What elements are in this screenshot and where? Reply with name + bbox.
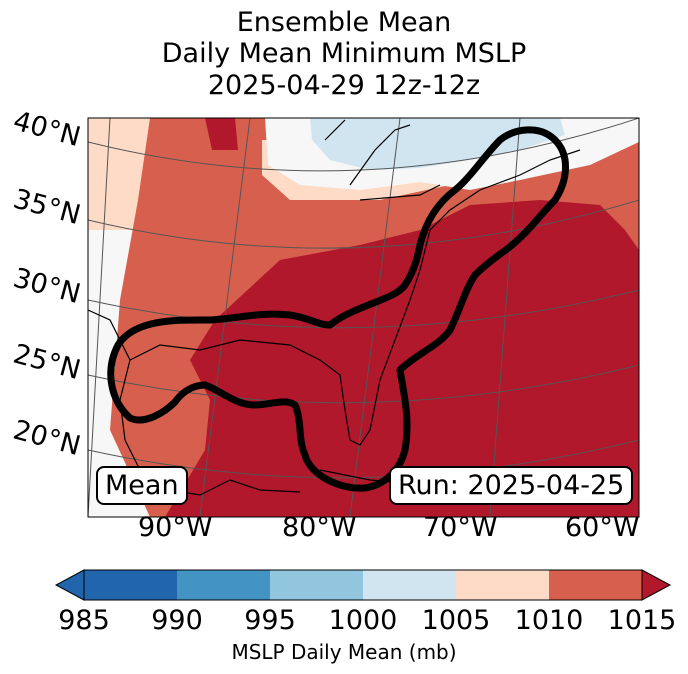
- colorbar-under-extend: [54, 569, 85, 601]
- map-border: [87, 117, 640, 518]
- title-line-1: Ensemble Mean: [236, 7, 452, 38]
- colorbar-985-990: [84, 570, 177, 600]
- colorbar-990-995: [177, 570, 270, 600]
- colorbar-1005-1010: [456, 570, 549, 600]
- colorbar-tick-995: 995: [244, 605, 296, 636]
- mean-badge: Mean: [96, 466, 188, 505]
- colorbar-over-extend: [641, 569, 672, 601]
- colorbar-995-1000: [270, 570, 363, 600]
- lon-label-60w: 60°W: [565, 512, 640, 543]
- lon-label-70w: 70°W: [423, 512, 498, 543]
- title-line-3: 2025-04-29 12z-12z: [207, 70, 481, 101]
- colorbar-1010-1015: [549, 570, 642, 600]
- colorbar-tick-990: 990: [151, 605, 203, 636]
- lon-label-90w: 90°W: [138, 512, 213, 543]
- field-over-1015-north-strip: [205, 118, 238, 150]
- colorbar-tick-985: 985: [58, 605, 110, 636]
- colorbar-label: MSLP Daily Mean (mb): [231, 640, 457, 664]
- colorbar-tick-1005: 1005: [421, 605, 491, 636]
- colorbar-tick-1000: 1000: [328, 605, 398, 636]
- field-995-great-lakes: [310, 118, 565, 170]
- map-panel: [88, 118, 639, 517]
- colorbar-tick-1015: 1015: [607, 605, 677, 636]
- colorbar-tick-1010: 1010: [514, 605, 584, 636]
- field-over-1015-core: [165, 200, 639, 517]
- contour-outline: [107, 126, 569, 492]
- run-date-badge: Run: 2025-04-25: [389, 466, 634, 505]
- lon-label-80w: 80°W: [282, 512, 357, 543]
- colorbar-frame: [83, 569, 643, 601]
- title-line-2: Daily Mean Minimum MSLP: [161, 38, 527, 69]
- colorbar: [54, 569, 672, 601]
- colorbar-1000-1005: [363, 570, 456, 600]
